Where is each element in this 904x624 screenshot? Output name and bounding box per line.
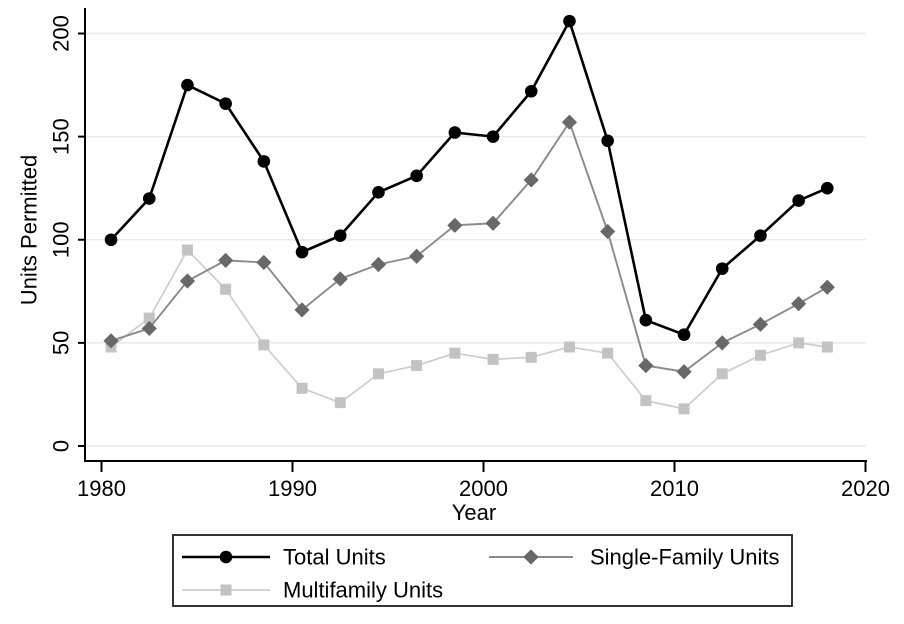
series-single-family-units-marker xyxy=(218,252,234,268)
series-multifamily-units-line xyxy=(110,249,828,410)
series-multifamily-units-marker xyxy=(334,397,346,409)
legend-item-single-family-units: Single-Family Units xyxy=(489,545,780,570)
legend-label: Multifamily Units xyxy=(283,578,443,603)
series-total-units-marker xyxy=(677,328,691,341)
series-single-family-units-marker xyxy=(294,302,310,318)
series-single-family-units-marker xyxy=(561,114,578,130)
series-total-units-marker xyxy=(295,245,309,259)
series-single-family-units-marker xyxy=(523,172,539,188)
series-single-family-units-marker xyxy=(256,254,272,271)
x-tick-label: 1990 xyxy=(268,476,317,501)
series-multifamily-units-marker xyxy=(678,403,690,415)
series-total-units-marker xyxy=(639,313,653,327)
series-multifamily-units-marker xyxy=(258,339,270,351)
series-multifamily-units-marker xyxy=(793,337,805,349)
legend-sample-marker xyxy=(219,550,233,564)
series-single-family-units-marker xyxy=(370,256,387,273)
series-single-family-units-marker xyxy=(600,223,616,240)
series-multifamily-units-marker xyxy=(449,347,461,359)
series-single-family-units-marker xyxy=(714,335,730,351)
y-tick-label: 100 xyxy=(49,221,74,258)
series-single-family-units-marker xyxy=(179,273,196,289)
x-axis-title: Year xyxy=(452,500,496,525)
series-multifamily-units-marker xyxy=(220,283,232,295)
series-total-units-marker xyxy=(181,78,194,92)
series-single-family-units xyxy=(103,114,835,380)
series-multifamily-units-marker xyxy=(754,349,766,361)
legend-item-total-units: Total Units xyxy=(182,545,386,570)
series-total-units-marker xyxy=(142,192,156,205)
legend-box xyxy=(172,534,793,607)
x-tick-label: 2020 xyxy=(841,476,890,501)
series-multifamily-units-marker xyxy=(372,368,384,380)
series-total-units-marker xyxy=(410,169,423,183)
series-multifamily-units-marker xyxy=(296,382,308,394)
x-tick-label: 1980 xyxy=(77,476,126,501)
series-total-units xyxy=(104,14,834,341)
series-total-units-marker xyxy=(715,262,729,275)
x-tick-label: 2010 xyxy=(650,476,699,501)
series-single-family-units-marker xyxy=(409,248,425,264)
series-total-units-line xyxy=(110,19,828,336)
y-tick-label: 0 xyxy=(49,440,74,452)
series-single-family-units-marker xyxy=(141,320,157,337)
series-single-family-units-marker xyxy=(638,357,654,374)
legend-sample-marker xyxy=(220,584,232,596)
series-total-units-marker xyxy=(257,155,271,168)
series-multifamily-units-marker xyxy=(181,244,193,256)
series-total-units-marker xyxy=(821,181,834,195)
series-total-units-marker xyxy=(792,194,805,207)
legend-sample-marker xyxy=(523,549,539,565)
series-total-units-marker xyxy=(333,229,347,242)
series-multifamily-units-marker xyxy=(602,347,614,359)
series-multifamily-units-marker xyxy=(716,368,728,380)
gridlines xyxy=(86,32,866,447)
series-single-family-units-marker xyxy=(676,364,692,380)
series-single-family-units-marker xyxy=(819,279,835,295)
y-tick-label: 50 xyxy=(49,331,74,355)
series-multifamily-units-marker xyxy=(821,341,833,353)
series-multifamily-units-marker xyxy=(563,341,575,353)
series-total-units-marker xyxy=(219,97,232,110)
legend: Total Units Single-Family Units Multifamil… xyxy=(172,534,793,607)
legend-item-multifamily-units: Multifamily Units xyxy=(182,578,443,603)
series-total-units-marker xyxy=(563,14,576,28)
legend-label: Total Units xyxy=(283,545,386,570)
series-single-family-units-marker xyxy=(103,333,119,349)
y-tick-label: 200 xyxy=(49,15,74,52)
series-total-units-marker xyxy=(524,84,538,98)
series-total-units-marker xyxy=(372,186,385,199)
series-single-family-units-marker xyxy=(447,217,463,233)
series-multifamily-units-marker xyxy=(640,395,652,407)
series-total-units-marker xyxy=(104,233,118,247)
y-axis-title: Units Permitted xyxy=(17,155,42,305)
series-single-family-units-marker xyxy=(791,296,807,312)
series-multifamily-units-marker xyxy=(411,360,423,372)
series-multifamily-units-marker xyxy=(487,353,499,365)
series-total-units-marker xyxy=(754,229,767,242)
series-multifamily-units xyxy=(105,244,833,415)
series-total-units-marker xyxy=(486,130,500,143)
series-single-family-units-marker xyxy=(332,271,348,287)
series-single-family-units-marker xyxy=(485,215,501,231)
series-multifamily-units-marker xyxy=(525,351,537,363)
series-total-units-marker xyxy=(601,134,614,148)
legend-label: Single-Family Units xyxy=(590,545,780,570)
x-tick-label: 2000 xyxy=(459,476,508,501)
axes: 0 50 100 150 200 1980 1990 2000 2010 2020 Year Unit… xyxy=(17,8,890,525)
series-total-units-marker xyxy=(448,126,462,139)
y-tick-label: 150 xyxy=(49,118,74,155)
series-multifamily-units-marker xyxy=(143,312,155,324)
series-single-family-units-marker xyxy=(752,316,769,332)
